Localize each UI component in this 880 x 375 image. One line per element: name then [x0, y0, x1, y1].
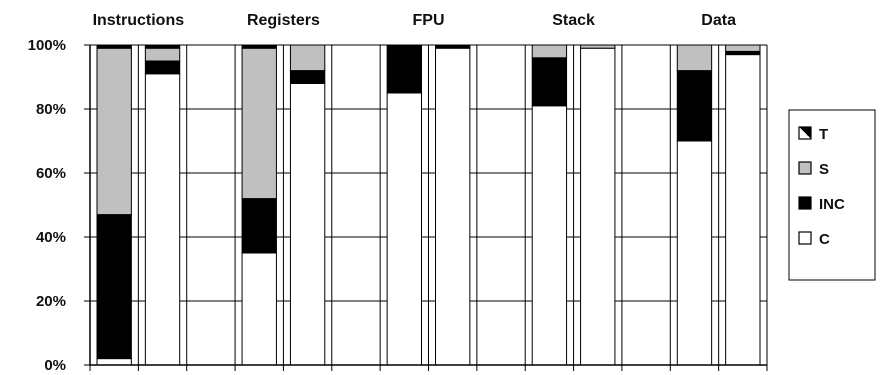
- y-tick-label: 40%: [36, 229, 66, 246]
- legend-label: T: [819, 126, 828, 143]
- legend-swatch-t: [798, 126, 812, 140]
- bar-segment-inc: [289, 70, 326, 84]
- bar-segment-inc: [386, 44, 422, 94]
- bar-segment-t: [144, 44, 181, 49]
- bar-segment-c: [241, 252, 277, 366]
- gridlines: [89, 44, 768, 371]
- legend-swatch-inc: [798, 196, 812, 210]
- group-labels: Instructions Registers FPU Stack Data: [93, 12, 737, 29]
- bar-segment-t: [241, 44, 277, 49]
- group-label: Stack: [552, 12, 595, 29]
- bar-segment-s: [676, 44, 713, 72]
- bar-segment-s: [531, 44, 568, 59]
- bar-segment-s: [580, 44, 616, 49]
- y-tick-label: 100%: [28, 37, 66, 54]
- y-axis-tick-labels: 0% 20% 40% 60% 80% 100%: [28, 37, 66, 374]
- y-tick-label: 60%: [36, 165, 66, 182]
- y-tick-label: 80%: [36, 101, 66, 118]
- bar-segment-s: [241, 47, 277, 200]
- bar-segment-s: [725, 44, 761, 52]
- group-label: Data: [701, 12, 736, 29]
- axes: [84, 44, 768, 366]
- legend-label: S: [819, 161, 829, 178]
- legend: T S INC C: [788, 109, 876, 281]
- bar-segment-c: [676, 140, 713, 366]
- legend-label: INC: [819, 196, 845, 213]
- bar-segment-t: [96, 44, 132, 49]
- group-label: Instructions: [93, 12, 185, 29]
- group-label: Registers: [247, 12, 320, 29]
- legend-label: C: [819, 231, 830, 248]
- legend-swatch-s: [798, 161, 812, 175]
- bar-segment-inc: [676, 70, 713, 142]
- bars: [96, 44, 761, 366]
- bar-segment-inc: [241, 198, 277, 254]
- legend-swatch-c: [798, 231, 812, 245]
- bar-segment-c: [386, 92, 422, 366]
- bar-segment-inc: [144, 60, 181, 75]
- bar-segment-inc: [531, 57, 568, 107]
- bar-segment-s: [96, 47, 132, 216]
- bar-segment-s: [144, 47, 181, 62]
- bar-segment-c: [289, 82, 326, 366]
- bar-segment-c: [435, 47, 471, 366]
- bar-segment-c: [144, 73, 181, 366]
- bar-segment-c: [96, 358, 132, 366]
- group-label: FPU: [413, 12, 445, 29]
- bar-segment-c: [531, 105, 568, 366]
- bar-segment-c: [725, 54, 761, 366]
- y-tick-label: 0%: [44, 357, 66, 374]
- y-tick-label: 20%: [36, 293, 66, 310]
- bar-segment-t: [435, 44, 471, 48]
- bar-segment-s: [289, 44, 326, 72]
- bar-segment-c: [580, 47, 616, 366]
- bar-segment-inc: [96, 214, 132, 360]
